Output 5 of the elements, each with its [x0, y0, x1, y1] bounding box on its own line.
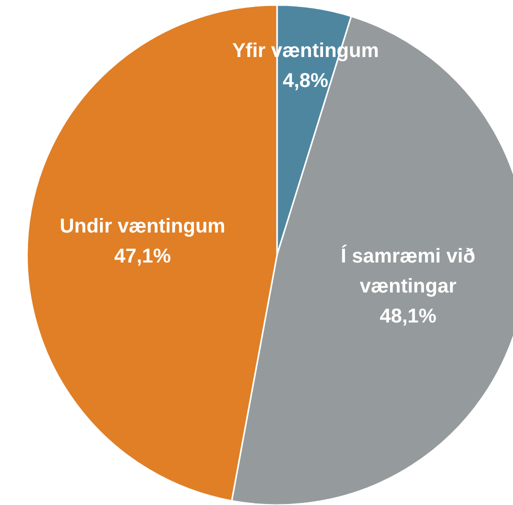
data-label: 48,1%: [380, 306, 437, 328]
data-label: 4,8%: [282, 70, 329, 92]
data-label: 47,1%: [114, 246, 172, 268]
slice-label: Undir væntingum: [60, 216, 226, 238]
slice-label: Í samræmi við væntingar: [340, 244, 476, 298]
